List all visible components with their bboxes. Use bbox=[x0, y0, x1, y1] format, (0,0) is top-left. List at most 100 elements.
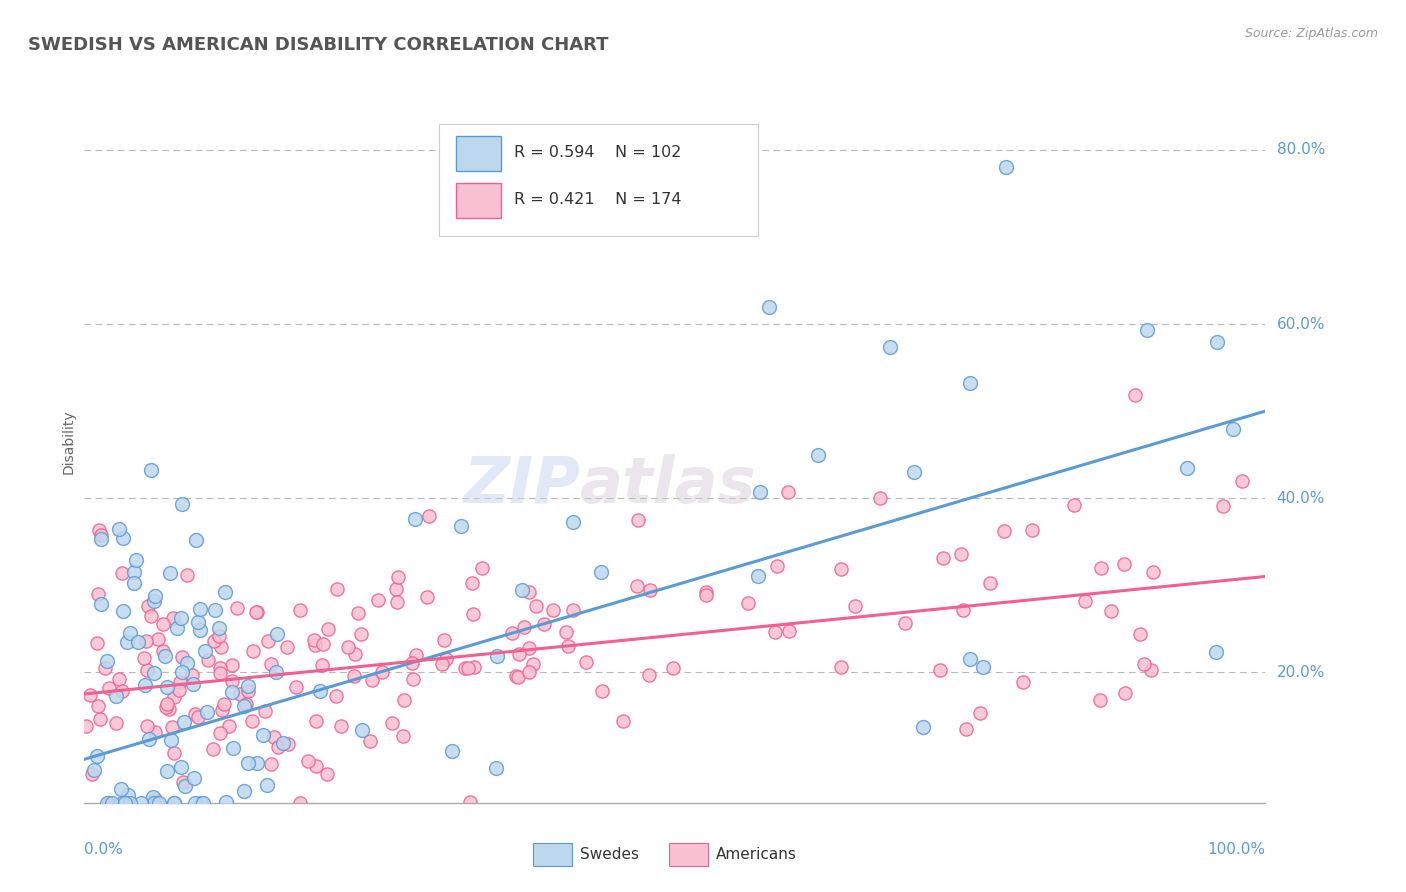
Point bbox=[695, 584, 717, 599]
Text: 20.0%: 20.0% bbox=[1277, 665, 1324, 680]
Point bbox=[522, 657, 544, 672]
Point bbox=[108, 672, 131, 686]
Point bbox=[264, 665, 287, 679]
Point bbox=[330, 719, 353, 733]
Point bbox=[285, 681, 308, 695]
Point bbox=[360, 673, 382, 688]
Point bbox=[94, 661, 117, 675]
Point bbox=[1129, 627, 1152, 641]
Point bbox=[232, 698, 254, 713]
Point bbox=[879, 340, 901, 354]
Point bbox=[778, 624, 800, 639]
Point bbox=[638, 668, 661, 682]
Point bbox=[143, 594, 166, 608]
Point bbox=[188, 623, 211, 637]
Point bbox=[485, 761, 508, 775]
Point bbox=[170, 649, 193, 664]
Point bbox=[215, 795, 238, 809]
Point bbox=[1142, 566, 1164, 580]
Point bbox=[143, 796, 166, 810]
Text: Source: ZipAtlas.com: Source: ZipAtlas.com bbox=[1244, 27, 1378, 40]
Point bbox=[226, 600, 249, 615]
Point bbox=[188, 601, 211, 615]
Point bbox=[132, 651, 155, 665]
Point bbox=[127, 635, 149, 649]
Point bbox=[157, 702, 180, 716]
Point bbox=[993, 524, 1015, 538]
FancyBboxPatch shape bbox=[439, 124, 758, 235]
Point bbox=[737, 596, 759, 610]
Point bbox=[1114, 557, 1136, 571]
Point bbox=[142, 789, 165, 804]
Point bbox=[506, 670, 529, 684]
Point bbox=[86, 636, 108, 650]
Point bbox=[163, 690, 186, 704]
Point bbox=[830, 660, 852, 674]
Point bbox=[117, 634, 139, 648]
Point bbox=[87, 699, 110, 714]
Point bbox=[385, 594, 408, 608]
Text: R = 0.421    N = 174: R = 0.421 N = 174 bbox=[515, 192, 682, 207]
Point bbox=[181, 677, 204, 691]
Point bbox=[555, 625, 578, 640]
Point bbox=[170, 497, 193, 511]
Point bbox=[236, 683, 259, 698]
Point bbox=[513, 620, 536, 634]
Point bbox=[350, 627, 373, 641]
Text: 0.0%: 0.0% bbox=[84, 842, 124, 856]
FancyBboxPatch shape bbox=[533, 843, 572, 866]
Point bbox=[371, 665, 394, 679]
Point bbox=[120, 796, 142, 810]
Point bbox=[391, 730, 413, 744]
Point bbox=[385, 582, 408, 597]
Point bbox=[83, 763, 105, 777]
Point bbox=[186, 710, 208, 724]
Point bbox=[557, 639, 579, 653]
Point bbox=[222, 740, 245, 755]
Point bbox=[79, 689, 101, 703]
Point bbox=[830, 562, 852, 576]
Point bbox=[394, 692, 416, 706]
Point bbox=[173, 714, 195, 729]
Point bbox=[972, 659, 994, 673]
Point bbox=[574, 655, 596, 669]
Point bbox=[524, 599, 547, 614]
Point bbox=[221, 658, 243, 673]
Point bbox=[257, 634, 280, 648]
Point bbox=[112, 604, 135, 618]
Point bbox=[1206, 335, 1229, 350]
Point bbox=[979, 575, 1001, 590]
Point bbox=[315, 767, 337, 781]
Point bbox=[894, 615, 917, 630]
Text: R = 0.594    N = 102: R = 0.594 N = 102 bbox=[515, 145, 682, 160]
Point bbox=[202, 634, 225, 648]
Point bbox=[170, 611, 193, 625]
Point bbox=[167, 683, 190, 698]
Point bbox=[461, 607, 484, 621]
Point bbox=[952, 603, 974, 617]
Point bbox=[561, 603, 583, 617]
Point bbox=[325, 689, 347, 703]
Point bbox=[342, 669, 364, 683]
Point bbox=[155, 697, 177, 711]
Point bbox=[869, 491, 891, 505]
Point bbox=[190, 796, 212, 810]
Point bbox=[184, 707, 207, 722]
Point bbox=[931, 550, 953, 565]
Point bbox=[277, 737, 299, 751]
Point bbox=[89, 712, 111, 726]
Point bbox=[105, 689, 128, 703]
Point bbox=[337, 640, 360, 654]
Point bbox=[136, 599, 159, 613]
Point bbox=[211, 702, 233, 716]
Point bbox=[236, 756, 259, 771]
Point bbox=[415, 590, 437, 604]
Point bbox=[304, 632, 326, 647]
Point bbox=[159, 566, 181, 581]
Point bbox=[1139, 663, 1161, 677]
Point bbox=[1088, 693, 1111, 707]
Point bbox=[387, 570, 409, 584]
Point bbox=[418, 509, 440, 524]
FancyBboxPatch shape bbox=[457, 136, 502, 170]
Point bbox=[1074, 593, 1097, 607]
